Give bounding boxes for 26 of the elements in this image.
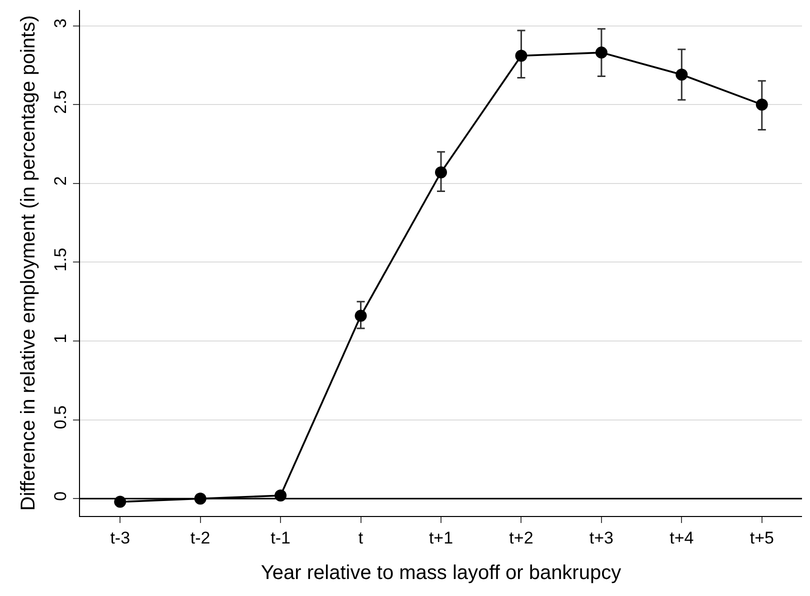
- x-axis-title: Year relative to mass layoff or bankrupcy: [260, 562, 622, 584]
- x-tick-label: t: [358, 528, 364, 548]
- y-tick-label: 2: [51, 176, 70, 186]
- x-tick-label: t+5: [750, 528, 774, 548]
- y-tick-label: 0: [51, 491, 70, 501]
- point: [676, 68, 688, 81]
- y-tick-label: 1: [51, 334, 70, 344]
- y-tick-label: 3: [51, 18, 70, 28]
- point: [595, 46, 608, 59]
- x-tick-label: t+3: [589, 528, 614, 548]
- y-tick-label: 0.5: [51, 405, 70, 430]
- x-tick-label: t-3: [110, 528, 130, 548]
- point: [756, 98, 768, 111]
- point: [114, 496, 126, 508]
- y-tick-label: 2.5: [51, 90, 70, 114]
- y-axis-title: Difference in relative employment (in percentage points): [18, 15, 40, 511]
- x-tick-label: t-1: [270, 528, 290, 548]
- point: [515, 50, 528, 62]
- x-tick-label: t+1: [428, 528, 454, 548]
- x-tick-label: t+4: [670, 528, 694, 548]
- point: [274, 490, 287, 502]
- point: [435, 166, 447, 178]
- x-tick-label: t+2: [509, 528, 534, 548]
- y-tick-label: 1.5: [51, 248, 70, 272]
- point: [354, 310, 367, 322]
- x-tick-label: t-2: [190, 528, 210, 548]
